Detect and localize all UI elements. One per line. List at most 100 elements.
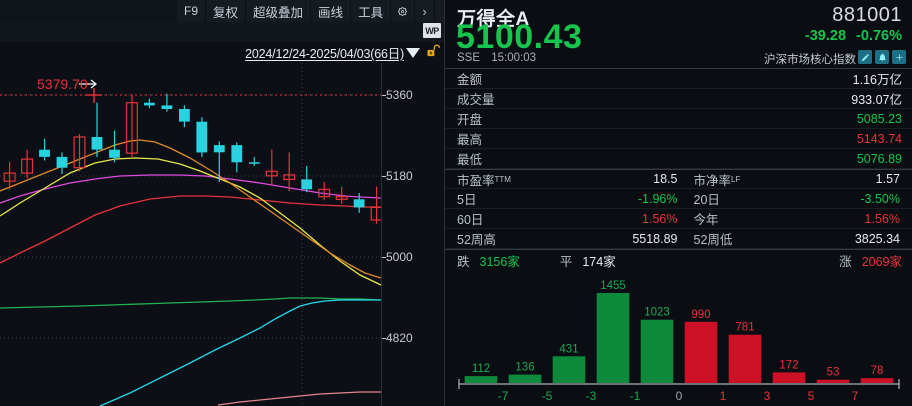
gear-icon[interactable] xyxy=(391,0,416,22)
super-overlay-label: 超级叠加 xyxy=(253,5,304,20)
row-high-price: 最高 5143.74 xyxy=(445,129,912,149)
ma-pink-line xyxy=(217,391,381,406)
f9-button[interactable]: F9 xyxy=(177,0,207,22)
histogram-bar xyxy=(816,379,850,383)
cell-change-ytd: 今年 1.56% xyxy=(680,209,903,228)
histogram-bar xyxy=(860,378,894,383)
row-short-returns: 5日 -1.96% 20日 -3.50% xyxy=(445,189,912,209)
quote-pane: 万得全A 881001 5100.43 -39.28 -0.76% SSE 15… xyxy=(444,0,912,406)
chart-toolbar: F9 复权 超级叠加 画线 工具 › xyxy=(0,0,444,22)
value-change-5d: -1.96% xyxy=(637,191,678,206)
histogram-tick-label: 5 xyxy=(808,389,815,403)
label-high-price: 最高 xyxy=(457,133,483,147)
chevron-right-icon[interactable]: › xyxy=(415,0,436,22)
price-change-group: -39.28 -0.76% xyxy=(799,28,902,44)
index-tag: 沪深市场核心指数 xyxy=(764,54,856,66)
histogram-bar-label: 431 xyxy=(559,343,578,355)
ma-cyan-line xyxy=(99,299,381,406)
quote-time: 15:00:03 xyxy=(491,52,536,64)
row-low-price: 最低 5076.89 xyxy=(445,149,912,169)
label-decliners: 跌 xyxy=(457,255,470,269)
wp-badge[interactable]: WP xyxy=(423,23,441,38)
tools-label: 工具 xyxy=(358,5,384,20)
cell-change-60d: 60日 1.56% xyxy=(457,209,680,228)
row-long-returns: 60日 1.56% 今年 1.56% xyxy=(445,209,912,229)
quote-action-icons xyxy=(858,50,906,64)
breadth-histogram[interactable]: 112 136 431 1455 1023 990 781 172 53 78 -7 -5 -3 -1 0… xyxy=(445,271,912,405)
histogram-tick-label: 7 xyxy=(852,389,859,403)
ma-yellow-line xyxy=(0,157,381,286)
adjust-button[interactable]: 复权 xyxy=(206,0,247,22)
bell-icon[interactable] xyxy=(875,50,889,64)
cell-low-52w: 52周低 3825.34 xyxy=(680,229,903,248)
label-change-5d: 5日 xyxy=(457,193,477,207)
y-tick-1: 5180 xyxy=(382,169,413,183)
chevron-down-icon[interactable] xyxy=(406,47,420,58)
y-tick-2: 5000 xyxy=(382,250,413,264)
histogram-axis: -7 -5 -3 -1 0 1 3 5 7 xyxy=(458,379,900,403)
histogram-bar xyxy=(772,372,806,383)
cell-change-20d: 20日 -3.50% xyxy=(680,189,903,208)
histogram-tick-label: 1 xyxy=(720,389,727,403)
histogram-bar-label: 172 xyxy=(779,359,798,371)
date-range-label[interactable]: 2024/12/24-2025/04/03(66日) xyxy=(245,47,404,61)
draw-line-button[interactable]: 画线 xyxy=(311,0,352,22)
label-change-20d: 20日 xyxy=(693,193,720,207)
histogram-bar xyxy=(684,321,718,383)
candlestick-svg: 5379.70 xyxy=(0,63,381,406)
y-tick-0: 5360 xyxy=(382,88,413,102)
histogram-bar-label: 781 xyxy=(735,322,754,334)
date-range-bar: 2024/12/24-2025/04/03(66日) xyxy=(0,42,444,63)
y-tick-3: 4820 xyxy=(382,331,413,345)
pencil-icon[interactable] xyxy=(858,50,872,64)
value-change-60d: 1.56% xyxy=(642,211,678,226)
quote-table: 金额 1.16万亿 成交量 933.07亿 开盘 5085.23 最高 5143… xyxy=(445,68,912,271)
tools-button[interactable]: 工具 xyxy=(351,0,392,22)
row-valuation: 市盈率 TTM 18.5 市净率 LF 1.57 xyxy=(445,169,912,189)
histogram-bar-label: 53 xyxy=(827,367,840,379)
label-pe-sup: TTM xyxy=(494,174,511,184)
price-change: -39.28 xyxy=(804,28,847,44)
candlestick-chart[interactable]: 5379.70 xyxy=(0,63,381,406)
histogram-bar-label: 78 xyxy=(871,365,884,377)
histogram-tick-label: -1 xyxy=(630,389,641,403)
histogram-bar-label: 112 xyxy=(472,363,490,375)
ma-red-line xyxy=(0,195,381,264)
index-name: 万得全A xyxy=(457,9,530,30)
cell-pe-ratio: 市盈率 TTM 18.5 xyxy=(457,170,680,189)
value-change-ytd: 1.56% xyxy=(864,211,900,226)
label-pb-sup: LF xyxy=(731,174,741,184)
histogram-tick-label: -3 xyxy=(586,389,597,403)
value-open-price: 5085.23 xyxy=(856,111,902,126)
chart-pane: F9 复权 超级叠加 画线 工具 › WP 2024/12/24-2025/04… xyxy=(0,0,444,406)
value-advancers: 2069家 xyxy=(861,255,902,269)
value-turnover-amount: 1.16万亿 xyxy=(852,73,902,87)
draw-line-label: 画线 xyxy=(318,5,344,20)
price-axis: 5360 5180 5000 4820 xyxy=(381,63,444,406)
chevron-glyph: › xyxy=(422,3,427,19)
lock-open-icon[interactable] xyxy=(425,43,441,63)
label-change-60d: 60日 xyxy=(457,213,484,227)
price-change-pct: -0.76% xyxy=(856,28,902,44)
breadth-advancers: 涨 2069家 xyxy=(839,251,902,270)
histogram-bars: 112 136 431 1455 1023 990 781 172 53 78 xyxy=(464,280,894,383)
histogram-bar xyxy=(552,356,586,383)
label-unchanged: 平 xyxy=(559,255,573,269)
super-overlay-button[interactable]: 超级叠加 xyxy=(246,0,312,22)
label-pb-ratio: 市净率 xyxy=(693,173,732,188)
histogram-tick-label: 0 xyxy=(676,389,683,403)
value-turnover-volume: 933.07亿 xyxy=(851,93,902,107)
ma-magenta-line xyxy=(0,174,381,204)
value-pe-ratio: 18.5 xyxy=(653,172,678,186)
plus-icon[interactable] xyxy=(892,50,906,64)
candle-series xyxy=(3,93,381,224)
row-turnover-volume: 成交量 933.07亿 xyxy=(445,89,912,109)
histogram-bar-label: 990 xyxy=(691,309,710,321)
breadth-decliners: 跌 3156家 xyxy=(457,251,520,270)
value-low-price: 5076.89 xyxy=(856,151,902,166)
label-turnover-volume: 成交量 xyxy=(457,93,495,107)
adjust-label: 复权 xyxy=(213,5,239,20)
row-market-breadth: 跌 3156家 平 174家 涨 2069家 xyxy=(445,249,912,271)
histogram-bar xyxy=(596,293,630,383)
value-low-52w: 3825.34 xyxy=(854,231,900,246)
